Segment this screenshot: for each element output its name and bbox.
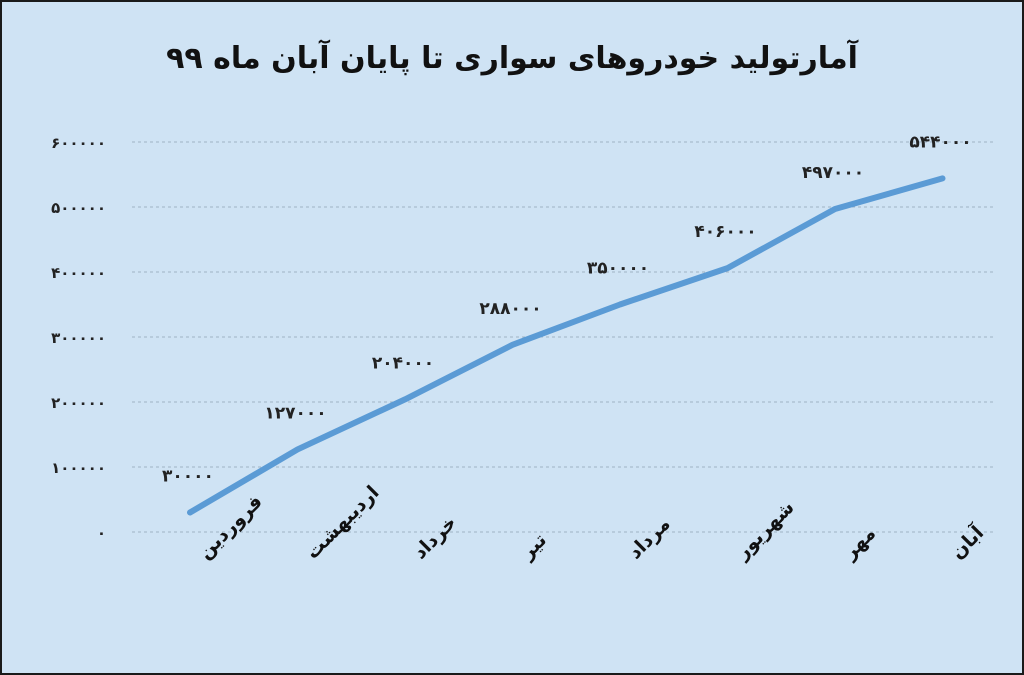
x-tick-label: مرداد <box>624 513 675 564</box>
x-tick-label: تیر <box>516 529 551 564</box>
chart-title: آمارتولید خودروهای سواری تا پایان آبان م… <box>166 39 859 76</box>
x-tick-label: مهر <box>838 522 880 564</box>
x-tick-label: شهریور <box>731 496 799 564</box>
data-label: ۴۰۶۰۰۰ <box>694 222 756 242</box>
y-tick-label: ۶۰۰۰۰۰ <box>51 134 106 152</box>
data-label: ۱۲۷۰۰۰ <box>264 403 326 423</box>
series-line-group <box>187 175 946 516</box>
x-tick-label: آبان <box>945 520 988 563</box>
y-tick-label: ۳۰۰۰۰۰ <box>51 329 106 347</box>
y-tick-label: ۰ <box>97 524 106 542</box>
x-tick-label: خرداد <box>409 512 461 564</box>
x-axis-ticks: فروردین اردیبهشت خرداد تیر مرداد شهریور مهر آبا… <box>194 481 989 564</box>
y-tick-label: ۲۰۰۰۰۰ <box>51 394 106 412</box>
data-label: ۴۹۷۰۰۰ <box>802 163 864 183</box>
series-line <box>187 175 946 516</box>
y-tick-label: ۱۰۰۰۰۰ <box>51 459 106 477</box>
y-tick-label: ۵۰۰۰۰۰ <box>51 199 106 217</box>
data-label: ۵۴۴۰۰۰ <box>909 132 971 152</box>
data-label: ۳۵۰۰۰۰ <box>587 259 649 279</box>
y-axis-ticks: ۰ ۱۰۰۰۰۰ ۲۰۰۰۰۰ ۳۰۰۰۰۰ ۴۰۰۰۰۰ ۵۰۰۰۰۰ ۶۰۰۰۰۰ <box>51 134 106 542</box>
data-label: ۲۰۴۰۰۰ <box>372 353 434 373</box>
data-label: ۲۸۸۰۰۰ <box>479 299 541 319</box>
x-tick-label: اردیبهشت <box>301 481 383 563</box>
data-label: ۳۰۰۰۰ <box>162 467 214 487</box>
data-labels: ۳۰۰۰۰ ۱۲۷۰۰۰ ۲۰۴۰۰۰ ۲۸۸۰۰۰ ۳۵۰۰۰۰ ۴۰۶۰۰۰ ۴۹۷۰۰… <box>162 132 972 486</box>
y-tick-label: ۴۰۰۰۰۰ <box>51 264 106 282</box>
